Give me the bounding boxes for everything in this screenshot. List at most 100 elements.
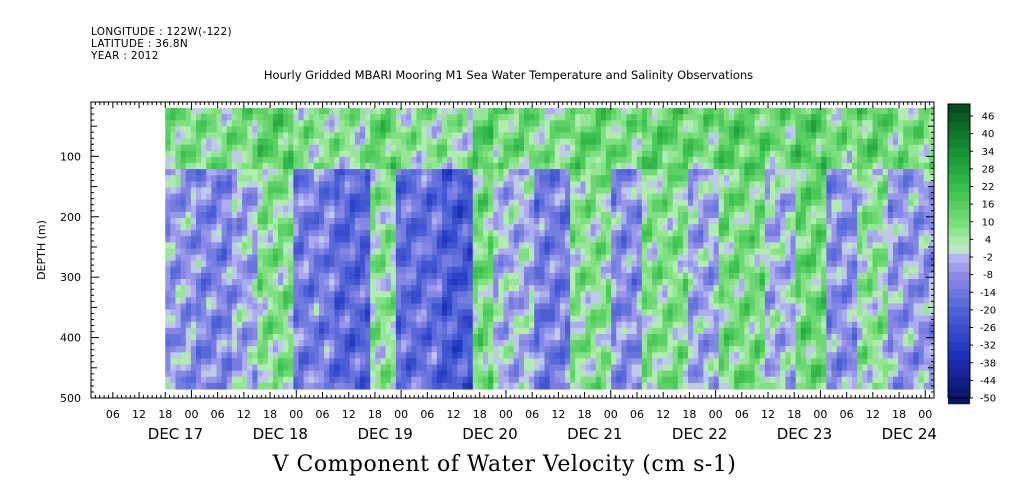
heatmap-cell [426, 309, 433, 317]
heatmap-cell [713, 260, 720, 268]
heatmap-cell [216, 187, 223, 195]
heatmap-cell [544, 138, 551, 146]
heatmap-cell [416, 266, 423, 274]
heatmap-cell [626, 254, 633, 262]
heatmap-cell [237, 211, 243, 219]
heatmap-cell [631, 370, 638, 378]
heatmap-cell [416, 315, 423, 323]
heatmap-cell [360, 358, 366, 366]
heatmap-cell [452, 199, 458, 207]
heatmap-cell [272, 126, 279, 134]
heatmap-cell [324, 114, 330, 121]
heatmap-cell [703, 285, 710, 292]
heatmap-cell [283, 193, 289, 201]
heatmap-cell [524, 199, 530, 207]
heatmap-cell [272, 382, 279, 390]
heatmap-cell [657, 285, 663, 292]
heatmap-cell [539, 272, 546, 280]
heatmap-cell [390, 114, 397, 121]
heatmap-cell [436, 358, 443, 366]
heatmap-cell [252, 108, 259, 115]
heatmap-cell [534, 181, 540, 189]
heatmap-cell [477, 333, 484, 341]
heatmap-cell [267, 156, 274, 164]
heatmap-cell [385, 224, 392, 231]
heatmap-cell [513, 242, 520, 250]
heatmap-cell [221, 260, 228, 268]
heatmap-cell [688, 205, 694, 213]
heatmap-cell [580, 303, 587, 311]
heatmap-cell [647, 211, 653, 219]
heatmap-cell [693, 297, 699, 305]
heatmap-cell [247, 150, 253, 158]
heatmap-cell [257, 144, 264, 152]
heatmap-cell [278, 242, 284, 250]
heatmap-cell [529, 376, 535, 384]
heatmap-cell [360, 138, 366, 146]
heatmap-cell [718, 193, 725, 201]
heatmap-cell [344, 150, 351, 158]
heatmap-cell [426, 266, 433, 274]
heatmap-cell [349, 297, 356, 305]
heatmap-cell [616, 376, 622, 384]
heatmap-cell [462, 108, 469, 115]
heatmap-cell [370, 352, 376, 360]
heatmap-cell [401, 181, 407, 189]
heatmap-cell [324, 181, 330, 189]
heatmap-cell [457, 382, 464, 390]
heatmap-cell [559, 266, 566, 274]
heatmap-cell [375, 370, 382, 378]
heatmap-cell [349, 163, 356, 170]
heatmap-cell [682, 358, 689, 366]
heatmap-cell [206, 321, 212, 329]
heatmap-cell [554, 211, 561, 219]
heatmap-cell [488, 199, 494, 207]
heatmap-cell [354, 217, 361, 225]
heatmap-cell [395, 358, 402, 366]
heatmap-cell [713, 321, 720, 329]
heatmap-cell [416, 297, 423, 305]
heatmap-cell [498, 370, 505, 378]
heatmap-cell [559, 248, 566, 256]
heatmap-cell [257, 272, 264, 280]
heatmap-cell [467, 376, 474, 384]
heatmap-cell [595, 156, 602, 164]
heatmap-cell [641, 187, 648, 195]
heatmap-cell [170, 309, 177, 317]
heatmap-cell [170, 156, 177, 164]
heatmap-cell [611, 150, 617, 158]
heatmap-cell [421, 364, 428, 372]
heatmap-cell [606, 358, 612, 366]
heatmap-cell [606, 236, 612, 243]
heatmap-cell [278, 199, 284, 207]
heatmap-cell [421, 272, 428, 280]
heatmap-cell [385, 108, 392, 115]
heatmap-cell [559, 315, 566, 323]
heatmap-cell [688, 376, 694, 384]
heatmap-cell [365, 309, 371, 317]
heatmap-cell [600, 309, 607, 317]
heatmap-cell [549, 364, 556, 372]
heatmap-cell [488, 230, 494, 237]
heatmap-cell [457, 260, 464, 268]
heatmap-cell [380, 303, 387, 311]
heatmap-cell [308, 242, 315, 250]
heatmap-cell [693, 120, 699, 127]
heatmap-cell [529, 364, 535, 372]
heatmap-cell [329, 279, 335, 286]
heatmap-cell [477, 376, 484, 384]
heatmap-cell [421, 376, 428, 384]
heatmap-cell [621, 285, 628, 292]
heatmap-cell [585, 254, 592, 262]
heatmap-cell [421, 138, 428, 146]
heatmap-cell [365, 248, 371, 256]
heatmap-cell [226, 187, 233, 195]
heatmap-cell [703, 376, 710, 384]
heatmap-cell [190, 254, 197, 262]
heatmap-cell [667, 181, 674, 189]
heatmap-cell [575, 205, 581, 213]
heatmap-cell [652, 150, 658, 158]
heatmap-cell [431, 382, 438, 390]
heatmap-cell [334, 193, 341, 201]
heatmap-cell [667, 242, 674, 250]
